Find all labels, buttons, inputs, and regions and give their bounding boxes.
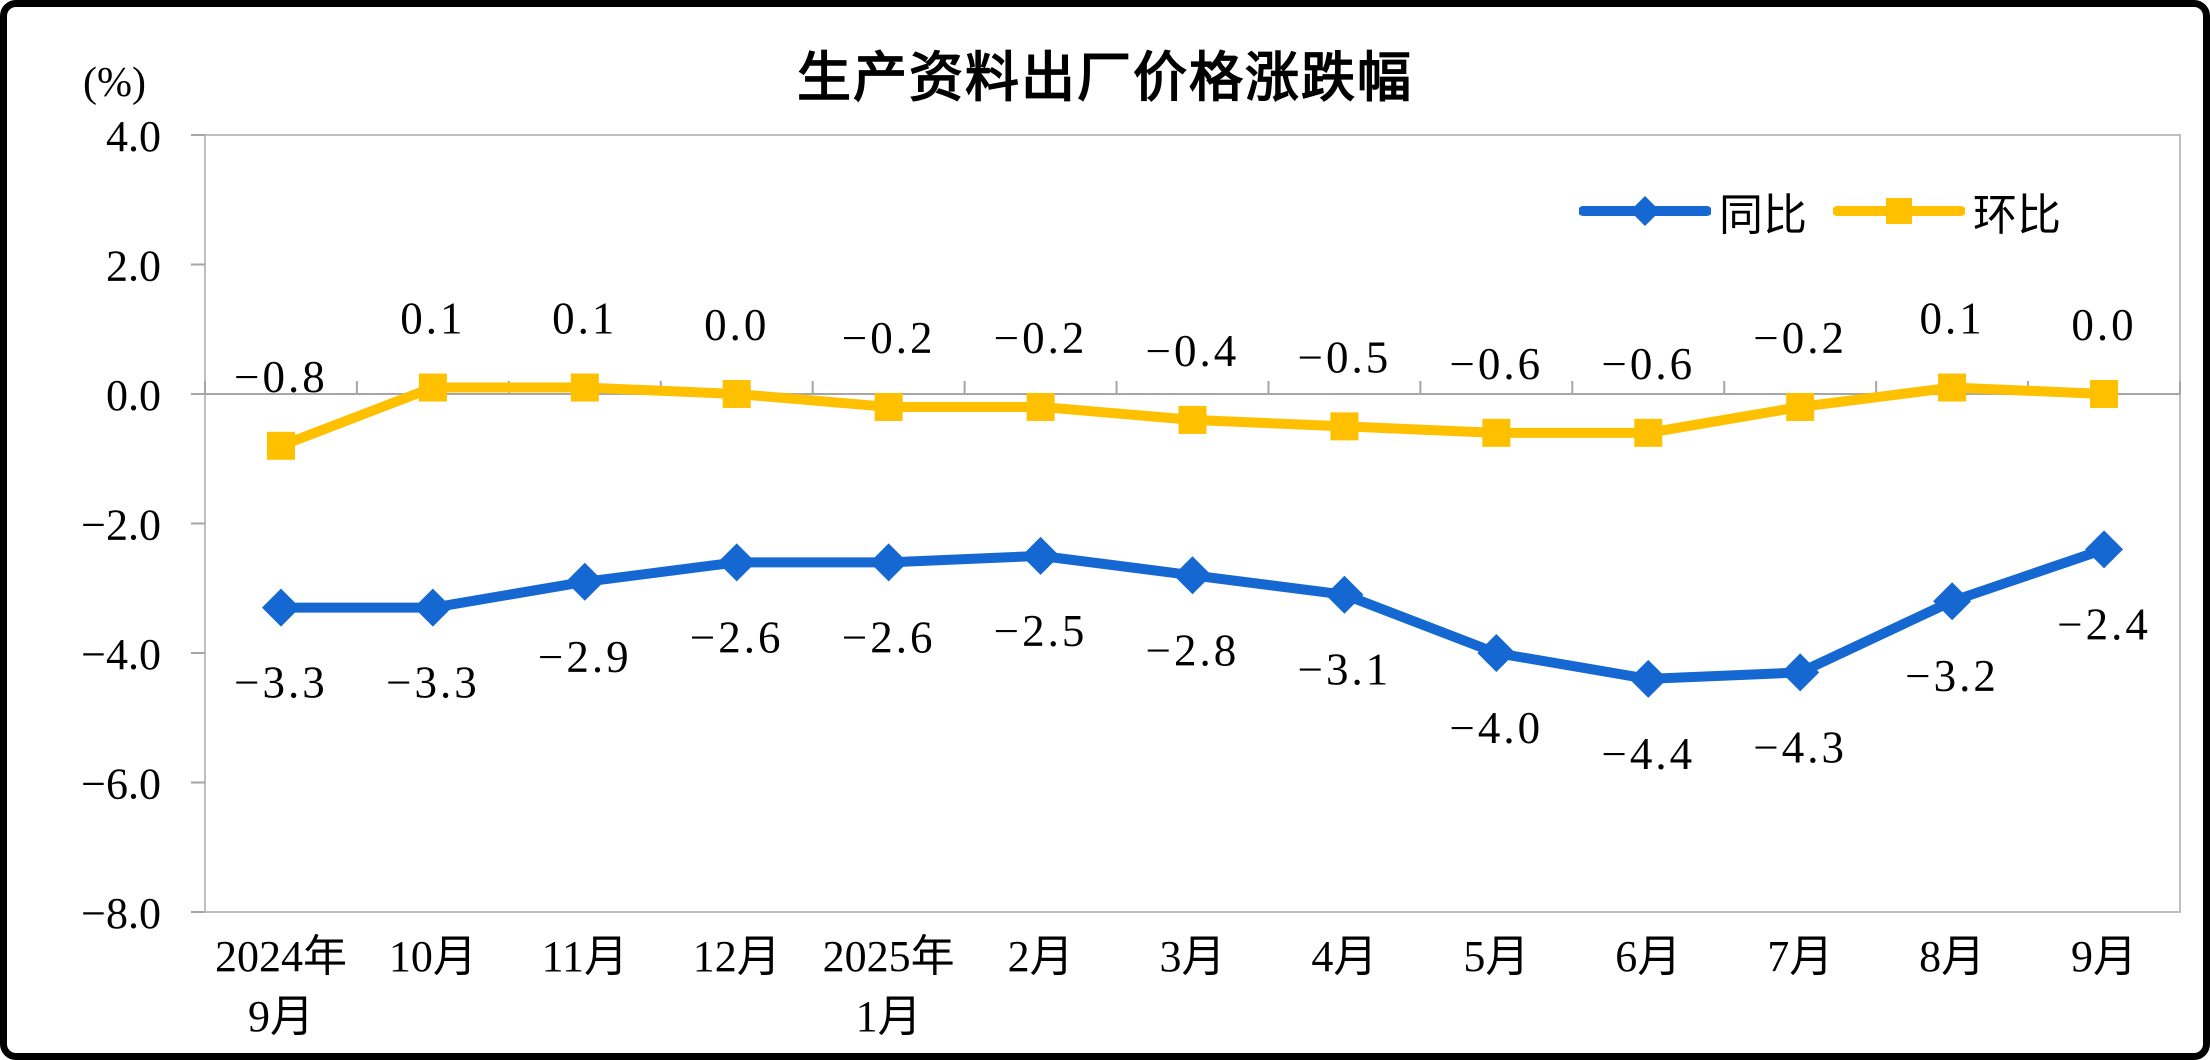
- data-point-label: −2.5: [994, 606, 1088, 656]
- legend-line-diamond-icon: [1579, 196, 1711, 226]
- diamond-marker: [261, 588, 300, 627]
- data-point-label: −2.8: [1146, 625, 1240, 675]
- data-point-label: −0.6: [1450, 339, 1544, 389]
- diamond-marker: [1173, 556, 1212, 595]
- data-point-label: 0.1: [552, 294, 617, 344]
- y-axis-tick-label: 0.0: [106, 371, 161, 420]
- x-axis-label: 2024年: [215, 932, 347, 981]
- data-point-label: −0.2: [994, 313, 1088, 363]
- x-axis-label-row2: 9月: [248, 992, 314, 1041]
- x-axis-label: 8月: [1919, 932, 1985, 981]
- chart-title: 生产资料出厂价格涨跌幅: [797, 48, 1413, 108]
- data-point-label: −0.6: [1601, 339, 1695, 389]
- square-marker: [1634, 418, 1663, 447]
- x-axis-label-row2: 1月: [856, 992, 922, 1041]
- x-axis-label: 7月: [1767, 932, 1833, 981]
- data-point-label: −0.8: [234, 352, 328, 402]
- x-axis-label: 5月: [1463, 932, 1529, 981]
- data-point-label: 0.0: [2071, 300, 2136, 350]
- square-marker: [1482, 418, 1511, 447]
- data-point-label: −3.3: [386, 658, 480, 708]
- legend-line-square-icon: [1833, 198, 1965, 224]
- diamond-marker: [869, 543, 908, 582]
- data-point-label: 0.1: [400, 294, 465, 344]
- data-point-label: −2.9: [538, 632, 632, 682]
- square-marker: [1330, 412, 1359, 441]
- data-point-label: −2.4: [2057, 599, 2151, 649]
- data-point-label: −3.3: [234, 658, 328, 708]
- legend-item-mom: 环比: [1833, 179, 2061, 243]
- diamond-marker: [565, 562, 604, 601]
- diamond-marker: [1781, 653, 1820, 692]
- data-point-label: 0.0: [704, 300, 769, 350]
- x-axis-label: 2025年: [823, 932, 955, 981]
- diamond-marker: [1021, 536, 1060, 575]
- x-axis-label: 4月: [1311, 932, 1377, 981]
- square-marker: [1026, 392, 1055, 421]
- diamond-marker: [2085, 530, 2124, 569]
- square-marker: [1178, 405, 1207, 434]
- diamond-marker: [1933, 582, 1972, 621]
- square-marker: [570, 373, 599, 402]
- diamond-marker: [1477, 634, 1516, 672]
- y-axis-tick-label: 2.0: [106, 242, 161, 291]
- data-point-label: −2.6: [842, 612, 936, 662]
- y-axis-tick-label: −6.0: [81, 760, 161, 809]
- x-axis-label: 6月: [1615, 932, 1681, 981]
- legend-diamond-marker: [1630, 196, 1660, 226]
- data-point-label: −0.4: [1146, 326, 1240, 376]
- square-marker: [1786, 392, 1815, 421]
- legend-label-yoy: 同比: [1719, 191, 1807, 240]
- square-marker: [722, 380, 751, 408]
- diamond-marker: [1629, 659, 1668, 698]
- data-point-label: −0.2: [842, 313, 936, 363]
- legend-label-mom: 环比: [1973, 191, 2061, 240]
- data-point-label: −4.4: [1601, 729, 1695, 779]
- legend-item-yoy: 同比: [1579, 179, 1807, 243]
- data-point-label: −4.0: [1450, 703, 1544, 753]
- data-point-label: −4.3: [1753, 722, 1847, 772]
- diamond-marker: [1325, 575, 1364, 614]
- data-point-label: −3.2: [1905, 651, 1999, 701]
- y-axis-tick-label: 4.0: [106, 112, 161, 161]
- square-marker: [1938, 373, 1967, 402]
- diamond-marker: [717, 543, 756, 582]
- plot-area: 4.0 2.0 0.0 −2.0 −4.0 −6.0 −8.0 2024年 9月 10月 11月 12…: [81, 112, 2181, 1041]
- x-axis-label: 9月: [2071, 932, 2137, 981]
- plot-border: [204, 134, 2181, 913]
- x-axis-label: 3月: [1160, 932, 1226, 981]
- legend: 同比 环比: [1579, 179, 2061, 243]
- y-axis-tick-label: −4.0: [81, 630, 161, 679]
- square-marker: [2090, 380, 2119, 408]
- square-marker: [874, 392, 903, 421]
- legend-square-marker: [1886, 198, 1912, 224]
- diamond-marker: [413, 588, 452, 627]
- y-axis-tick-label: −8.0: [81, 889, 161, 938]
- x-axis-label: 10月: [389, 932, 477, 981]
- y-axis-unit-label: (%): [83, 60, 146, 106]
- x-axis-label: 2月: [1008, 932, 1074, 981]
- x-axis-label: 12月: [693, 932, 781, 981]
- y-axis-tick-label: −2.0: [81, 501, 161, 550]
- data-point-label: −0.2: [1753, 313, 1847, 363]
- data-point-label: 0.1: [1919, 294, 1984, 344]
- square-marker: [418, 373, 447, 402]
- square-marker: [266, 431, 295, 460]
- data-point-label: −3.1: [1298, 645, 1392, 695]
- data-point-label: −0.5: [1298, 332, 1392, 382]
- x-axis-label: 11月: [542, 932, 628, 981]
- data-point-label: −2.6: [690, 612, 784, 662]
